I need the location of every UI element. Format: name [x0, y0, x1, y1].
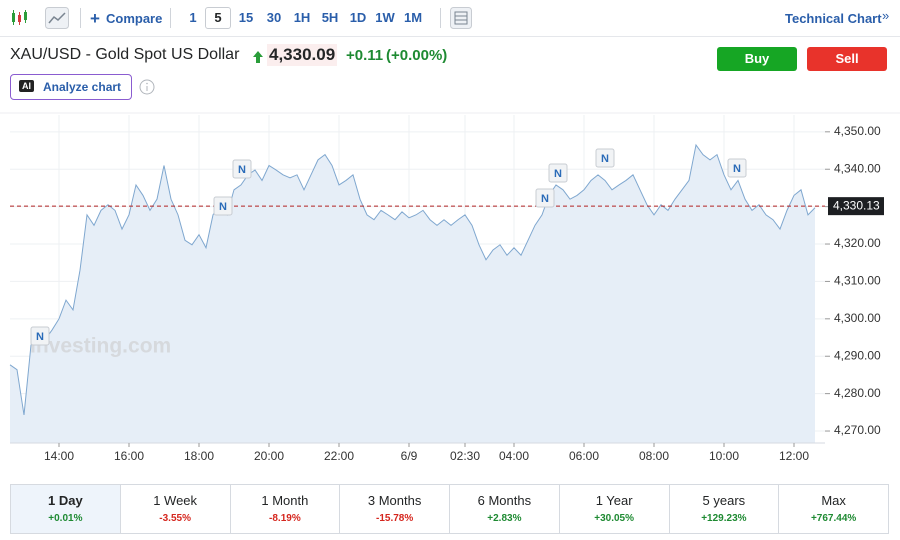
analyze-label: Analyze chart: [43, 80, 122, 94]
y-tick-label: 4,310.00: [834, 274, 881, 288]
chart: Investing.com 4,270.00 4,280.00 4,290.00 4,3…: [0, 112, 900, 463]
period-cell[interactable]: 3 Months -15.78%: [340, 485, 450, 533]
table-icon[interactable]: [450, 7, 472, 29]
candle-icon[interactable]: [10, 9, 30, 27]
price-change: +0.11: [346, 47, 384, 64]
period-change: +2.83%: [487, 513, 522, 524]
separator: [80, 8, 81, 28]
period-cell[interactable]: Max +767.44%: [779, 485, 888, 533]
period-change: +767.44%: [810, 513, 857, 524]
separator: [440, 8, 441, 28]
news-marker[interactable]: [30, 326, 50, 346]
area-fill: [10, 144, 815, 444]
x-tick-label: 02:30: [450, 449, 480, 463]
y-tick-label: 4,280.00: [834, 386, 881, 400]
news-marker-label: N: [541, 193, 549, 205]
x-tick-label: 20:00: [254, 449, 284, 463]
sell-button[interactable]: Sell: [807, 47, 887, 71]
period-change: +30.05%: [594, 513, 634, 524]
period-label: 1 Year: [595, 493, 633, 508]
ai-badge: AI: [19, 80, 34, 92]
news-marker[interactable]: [232, 159, 252, 179]
period-change: -3.55%: [159, 513, 191, 524]
interval-button[interactable]: 5H: [321, 10, 339, 25]
period-cell[interactable]: 1 Week -3.55%: [121, 485, 231, 533]
area-icon[interactable]: [45, 7, 69, 29]
plus-icon: +: [90, 9, 100, 28]
period-cell[interactable]: 6 Months +2.83%: [450, 485, 560, 533]
news-marker-label: N: [219, 201, 227, 213]
x-tick-label: 14:00: [44, 449, 74, 463]
news-marker[interactable]: [548, 163, 568, 183]
interval-button[interactable]: 1: [189, 10, 197, 25]
last-price-label: 4,330.13: [833, 198, 880, 212]
period-cell[interactable]: 1 Year +30.05%: [560, 485, 670, 533]
period-change: -15.78%: [376, 513, 414, 524]
period-label: 1 Month: [261, 493, 309, 508]
interval-button[interactable]: 1W: [375, 10, 395, 25]
y-tick-label: 4,290.00: [834, 348, 881, 362]
period-label: 6 Months: [477, 493, 532, 508]
period-change: -8.19%: [269, 513, 301, 524]
info-icon[interactable]: [139, 79, 155, 95]
period-table: 1 Day +0.01% 1 Week -3.55% 1 Month -8.19% 3 Mo…: [10, 484, 889, 534]
period-change: +0.01%: [48, 513, 83, 524]
x-tick-label: 12:00: [779, 449, 809, 463]
period-label: 5 years: [702, 493, 746, 508]
period-cell[interactable]: 1 Day +0.01%: [11, 485, 121, 533]
y-tick-label: 4,270.00: [834, 423, 881, 437]
x-tick-label: 6/9: [401, 449, 418, 463]
last-price-box: [828, 197, 884, 216]
interval-button[interactable]: 30: [266, 10, 282, 25]
news-marker-label: N: [733, 163, 741, 175]
interval-button[interactable]: 5: [205, 7, 231, 29]
price: 4,330.09: [267, 44, 338, 66]
x-tick-label: 10:00: [709, 449, 739, 463]
period-label: 1 Week: [153, 493, 198, 508]
period-label: Max: [821, 493, 846, 508]
news-marker-label: N: [238, 164, 246, 176]
y-tick-label: 4,300.00: [834, 311, 881, 325]
period-label: 1 Day: [48, 493, 83, 508]
buy-button[interactable]: Buy: [717, 47, 797, 71]
y-tick-label: 4,350.00: [834, 124, 881, 138]
news-marker-label: N: [601, 153, 609, 165]
x-tick-label: 16:00: [114, 449, 144, 463]
analyze-button[interactable]: AI Analyze chart: [10, 74, 132, 100]
x-tick-label: 04:00: [499, 449, 529, 463]
symbol-name: XAU/USD - Gold Spot US Dollar: [10, 46, 240, 63]
news-marker[interactable]: [213, 196, 233, 216]
price-line: [9, 143, 816, 416]
price-change-pct: (+0.00%): [386, 47, 448, 64]
period-label: 3 Months: [367, 493, 422, 508]
interval-button[interactable]: 1M: [403, 10, 423, 25]
news-marker-label: N: [36, 331, 44, 343]
y-tick-label: 4,340.00: [834, 161, 881, 175]
news-marker[interactable]: [535, 188, 555, 208]
period-cell[interactable]: 1 Month -8.19%: [231, 485, 341, 533]
technical-chart-link[interactable]: Technical Chart: [785, 11, 882, 26]
up-arrow: [253, 51, 263, 63]
interval-button[interactable]: 1H: [293, 10, 311, 25]
period-cell[interactable]: 5 years +129.23%: [670, 485, 780, 533]
x-tick-label: 18:00: [184, 449, 214, 463]
x-tick-label: 08:00: [639, 449, 669, 463]
news-marker-label: N: [554, 168, 562, 180]
period-change: +129.23%: [701, 513, 747, 524]
x-tick-label: 22:00: [324, 449, 354, 463]
chevron-icon: »: [882, 8, 890, 23]
toolbar: + Compare 1 5 15 30 1H 5H 1D 1W 1M Technical Cha…: [0, 0, 900, 37]
interval-button[interactable]: 15: [238, 10, 254, 25]
watermark: Investing.com: [30, 335, 171, 358]
x-tick-label: 06:00: [569, 449, 599, 463]
news-marker[interactable]: [595, 148, 615, 168]
news-marker[interactable]: [727, 158, 747, 178]
y-tick-label: 4,320.00: [834, 236, 881, 250]
compare-button[interactable]: Compare: [106, 11, 163, 26]
separator: [170, 8, 171, 28]
interval-button[interactable]: 1D: [349, 10, 367, 25]
